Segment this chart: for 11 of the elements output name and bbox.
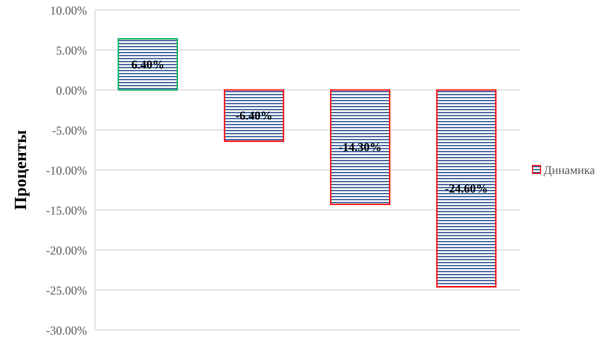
y-tick-label: -5.00%	[52, 123, 87, 138]
y-tick-label: 5.00%	[56, 43, 87, 58]
y-tick-label: -15.00%	[46, 203, 87, 218]
y-tick-label: 10.00%	[50, 3, 87, 18]
y-tick-label: 0.00%	[56, 83, 87, 98]
y-tick-label: -30.00%	[46, 323, 87, 338]
y-axis-title: Проценты	[11, 130, 30, 210]
y-tick-label: -10.00%	[46, 163, 87, 178]
y-tick-label: -25.00%	[46, 283, 87, 298]
legend-label: Динамика	[544, 162, 595, 178]
y-tick-label: -20.00%	[46, 243, 87, 258]
